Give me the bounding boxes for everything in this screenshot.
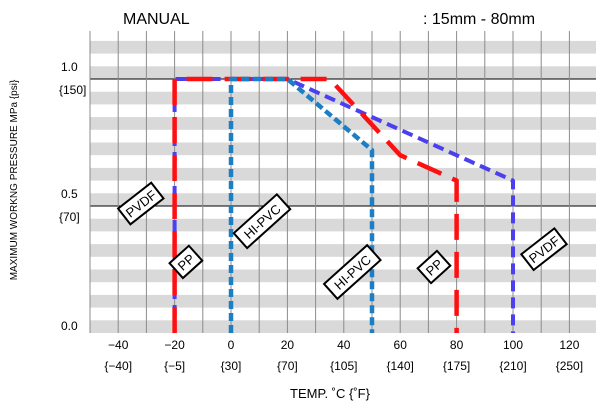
annotation-box [416, 249, 452, 285]
x-tick-fahrenheit: {210] [499, 359, 526, 373]
x-axis-label: TEMP. ˚C {˚F} [290, 386, 371, 401]
x-tick-fahrenheit: {175] [443, 359, 470, 373]
annotation-box [232, 192, 292, 250]
annotation-pvdf: PVDF [116, 181, 165, 226]
grid-bands [90, 40, 596, 333]
grid-band [90, 193, 596, 206]
chart-title: MANUAL [123, 11, 190, 28]
x-tick-celsius: 100 [503, 338, 523, 352]
annotation-pp: PP [416, 249, 452, 285]
x-tick-fahrenheit: {105] [330, 359, 357, 373]
grid-band [90, 117, 596, 130]
y-axis-label: MAXIMUM WORKNG PRESSURE MPa {psi} [9, 79, 20, 280]
y-tick-psi: {150] [59, 83, 86, 97]
chart-subtitle: : 15mm - 80mm [423, 11, 535, 28]
x-tick-celsius: −20 [164, 338, 185, 352]
annotation-box [116, 181, 165, 226]
annotation-box [322, 243, 382, 301]
x-tick-celsius: 40 [337, 338, 351, 352]
x-tick-celsius: 120 [559, 338, 579, 352]
grid-band [90, 66, 596, 79]
grid-band [90, 40, 596, 54]
x-tick-celsius: 20 [281, 338, 295, 352]
x-tick-fahrenheit: {250] [556, 359, 583, 373]
grid-band [90, 142, 596, 156]
y-tick-mpa: 0.0 [61, 319, 78, 333]
grid-band [90, 244, 596, 257]
x-tick-fahrenheit: {−5] [164, 359, 185, 373]
annotation-box [168, 244, 204, 280]
x-tick-celsius: 80 [450, 338, 464, 352]
tick-labels: −40 {−40] −20 {−5] 0 {30] 20 {70] 40 {105] 60 {140]… [59, 60, 583, 373]
grid-band [90, 320, 596, 333]
grid-band [90, 294, 596, 308]
series-line-pp [172, 76, 459, 333]
x-tick-fahrenheit: {−40] [104, 359, 132, 373]
series-line-hi-pvc [228, 76, 375, 333]
y-tick-psi: {70] [59, 210, 80, 224]
y-tick-mpa: 1.0 [61, 60, 78, 74]
x-tick-fahrenheit: {140] [387, 359, 414, 373]
y-tick-mpa: 0.5 [61, 187, 78, 201]
grid-band [90, 167, 596, 181]
grid-band [90, 91, 596, 105]
x-tick-fahrenheit: {70] [277, 359, 298, 373]
annotation-pp: PP [168, 244, 204, 280]
x-tick-celsius: 60 [394, 338, 408, 352]
annotation-box [519, 226, 569, 272]
x-tick-fahrenheit: {30] [221, 359, 242, 373]
series-lines [172, 76, 515, 333]
x-tick-celsius: −40 [108, 338, 129, 352]
annotation-pvdf: PVDF [519, 226, 569, 272]
x-tick-celsius: 0 [228, 338, 235, 352]
grid-band [90, 218, 596, 232]
